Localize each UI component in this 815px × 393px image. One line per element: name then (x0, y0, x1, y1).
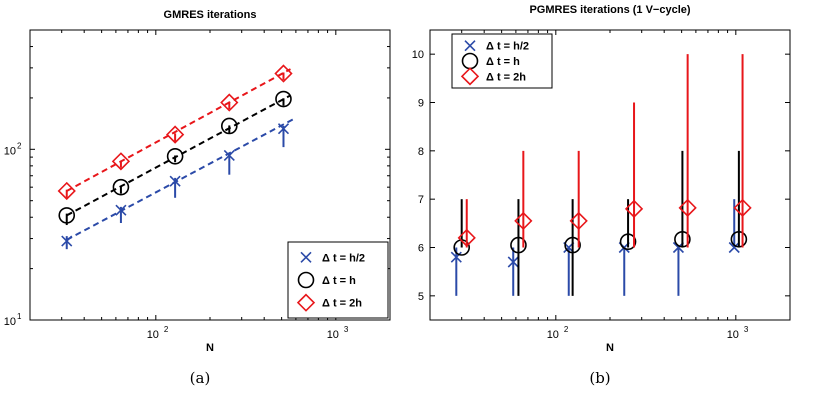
data-point (450, 251, 462, 263)
y-tick-label: 7 (418, 194, 424, 206)
data-point (220, 117, 238, 135)
data-point (58, 207, 76, 224)
data-point (569, 211, 588, 231)
data-point (57, 181, 76, 201)
y-tick-exponent: 1 (17, 312, 22, 321)
data-point (730, 230, 748, 248)
legend: Δ t = h/2 Δ t = h Δ t = 2h (451, 33, 553, 89)
data-point (165, 125, 185, 144)
panel-caption: (a) (190, 369, 211, 387)
data-point (564, 236, 581, 254)
x-tick-exponent: 2 (164, 325, 169, 334)
x-tick-exponent: 3 (744, 325, 749, 334)
legend-label: Δ t = 2h (486, 71, 526, 83)
y-tick-label: 10 (412, 49, 424, 61)
x-axis-label: N (206, 342, 214, 354)
data-point (277, 123, 290, 135)
x-tick-label: 10 (727, 329, 739, 341)
legend-marker (300, 251, 312, 263)
legend-marker (460, 67, 480, 86)
x-tick-label: 10 (547, 329, 559, 341)
data-point (223, 149, 235, 162)
chart-title: PGMRES iterations (1 V−cycle) (529, 4, 690, 16)
legend-label: Δ t = h (486, 56, 520, 68)
legend-marker (464, 40, 476, 52)
data-point (61, 235, 73, 247)
data-point (274, 64, 293, 83)
series-0 (61, 118, 294, 250)
data-point (115, 204, 127, 216)
chart-panel-b: PGMRES iterations (1 V−cycle) 10 2 10 3 5 6 7 8 9… (412, 4, 791, 387)
y-tick-exponent: 2 (17, 141, 22, 150)
legend-box (287, 241, 389, 319)
legend-label: Δ t = h/2 (486, 41, 529, 53)
legend-label: Δ t = h (322, 275, 356, 287)
series-2 (57, 64, 293, 201)
data-point (166, 147, 184, 165)
data-point (619, 233, 637, 250)
panel-caption: (b) (589, 369, 610, 387)
data-point (624, 199, 644, 218)
y-tick-label: 10 (4, 145, 16, 157)
data-point (728, 241, 740, 254)
data-point (169, 175, 181, 187)
data-point (457, 228, 476, 247)
x-axis-label: N (606, 342, 614, 354)
series-1 (453, 150, 748, 296)
fit-line (66, 118, 294, 241)
x-tick-exponent: 3 (344, 325, 349, 334)
y-tick-label: 10 (4, 316, 16, 328)
data-point (733, 198, 752, 217)
legend-marker (297, 271, 315, 289)
series-0 (450, 199, 740, 296)
legend-box (451, 33, 553, 89)
series-1 (58, 90, 292, 226)
data-point (275, 90, 292, 108)
legend-label: Δ t = 2h (322, 298, 362, 310)
data-point (678, 198, 697, 217)
series-2 (457, 54, 752, 248)
legend-label: Δ t = h/2 (322, 252, 365, 264)
data-point (111, 152, 131, 171)
data-point (510, 236, 527, 254)
y-tick-label: 9 (418, 98, 424, 110)
data-point (220, 93, 239, 112)
y-tick-label: 6 (418, 243, 424, 255)
data-point (514, 211, 533, 231)
data-point (112, 178, 130, 196)
data-point (507, 256, 519, 268)
legend-marker (296, 293, 316, 312)
x-tick-label: 10 (147, 329, 159, 341)
x-tick-exponent: 2 (564, 325, 569, 334)
data-point (674, 230, 691, 248)
legend: Δ t = h/2 Δ t = h Δ t = 2h (287, 241, 389, 319)
x-tick-label: 10 (327, 329, 339, 341)
fit-line (66, 68, 291, 192)
y-tick-label: 5 (418, 291, 424, 303)
y-tick-label: 8 (418, 146, 424, 158)
fit-line (66, 94, 291, 217)
chart-title: GMRES iterations (164, 9, 257, 21)
